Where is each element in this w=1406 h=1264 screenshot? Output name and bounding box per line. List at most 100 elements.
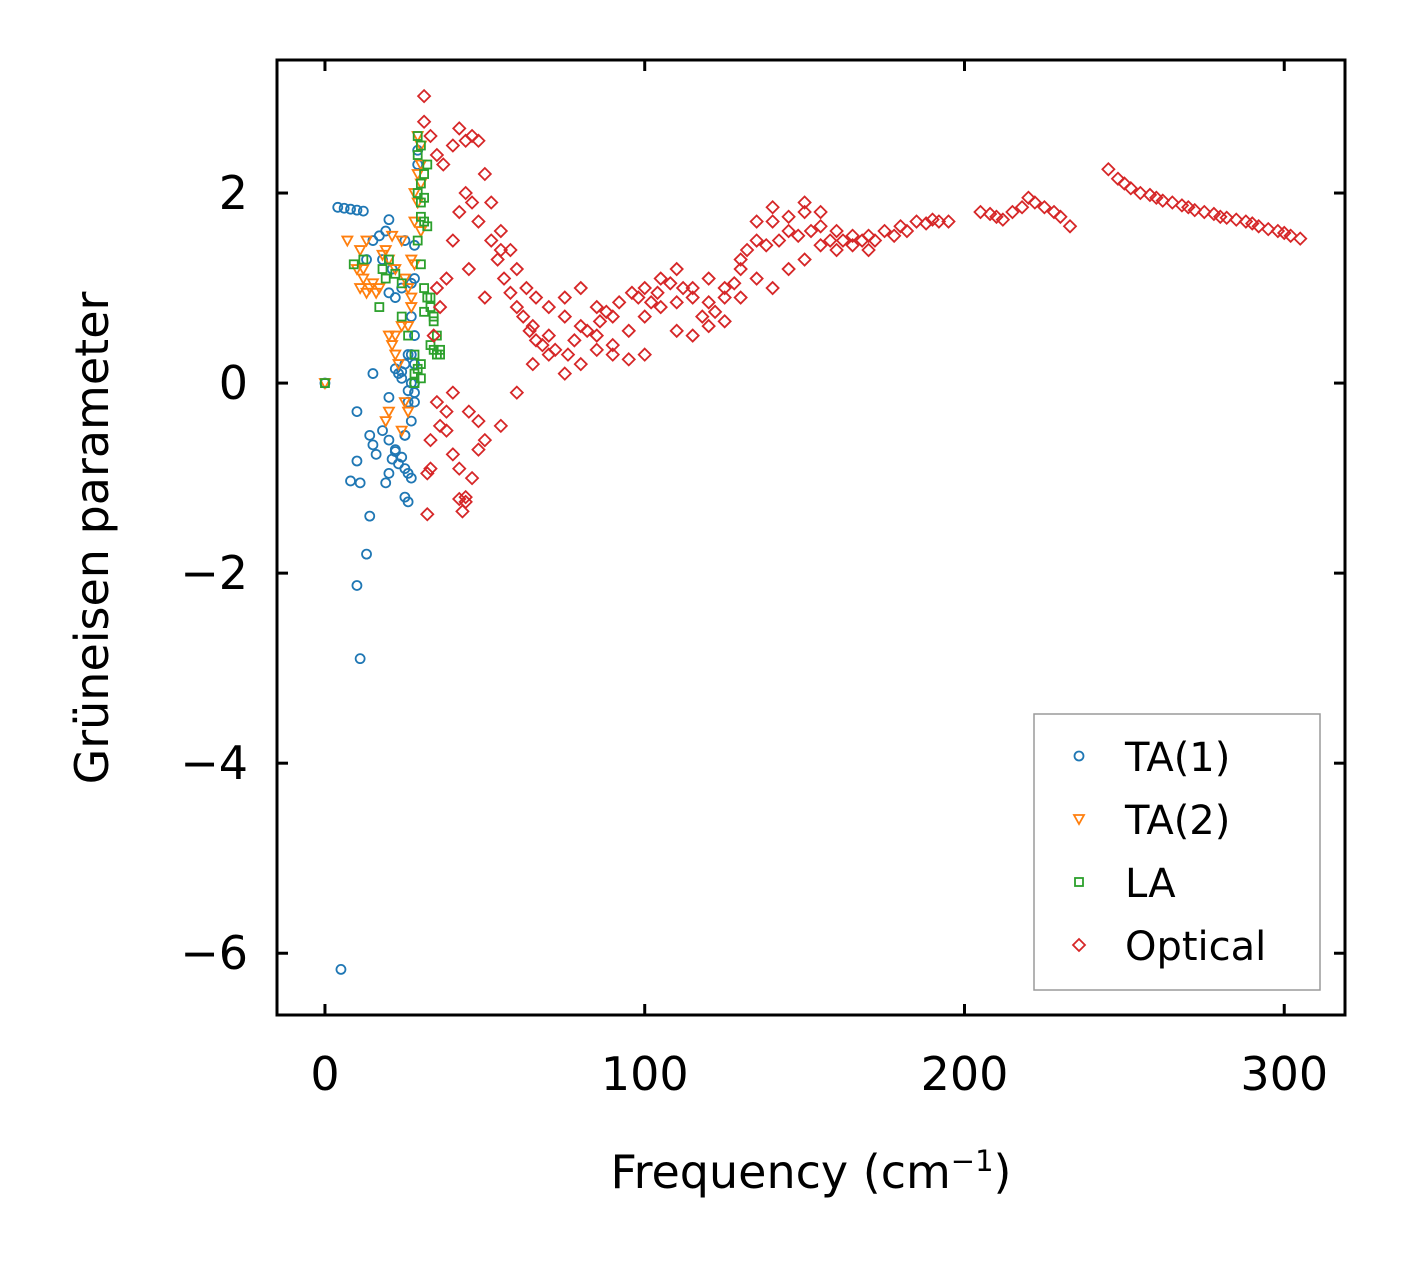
point-optical	[749, 271, 764, 286]
point-ta1	[409, 330, 420, 341]
point-ta1	[383, 214, 395, 226]
point-la	[419, 169, 429, 179]
point-optical	[541, 299, 557, 315]
point-optical	[483, 195, 499, 210]
point-optical	[653, 299, 668, 315]
point-ta2	[395, 321, 409, 333]
point-optical	[451, 204, 467, 220]
point-optical	[797, 252, 812, 267]
point-optical	[573, 280, 589, 296]
point-optical	[1133, 185, 1148, 201]
point-optical	[471, 442, 486, 457]
point-optical	[685, 280, 700, 296]
point-optical	[464, 195, 480, 210]
point-optical	[621, 323, 637, 339]
legend-label-ta2: TA(2)	[1124, 798, 1230, 844]
point-optical	[899, 223, 915, 239]
point-optical	[1251, 219, 1266, 234]
point-optical	[515, 309, 531, 324]
point-la	[422, 221, 433, 232]
point-optical	[707, 304, 723, 320]
point-optical	[829, 242, 844, 258]
point-optical	[1206, 206, 1222, 222]
point-ta2	[360, 235, 374, 248]
point-ta2	[353, 245, 367, 257]
point-optical	[918, 216, 934, 231]
point-optical	[861, 242, 876, 258]
point-optical	[423, 432, 438, 448]
point-optical	[416, 114, 432, 130]
point-optical	[1155, 193, 1171, 208]
point-ta1	[409, 396, 420, 408]
point-optical	[1238, 214, 1254, 229]
point-optical	[605, 337, 621, 353]
point-la	[377, 264, 388, 274]
point-optical	[877, 223, 892, 239]
point-la	[396, 278, 407, 289]
point-optical	[464, 470, 480, 486]
point-optical	[909, 214, 924, 229]
point-optical	[813, 204, 828, 220]
point-la	[412, 363, 423, 374]
point-optical	[1110, 171, 1126, 187]
y-tick-label: −6	[180, 926, 248, 980]
point-ta1	[351, 406, 363, 417]
point-optical	[541, 328, 557, 343]
point-optical	[423, 461, 438, 476]
point-optical	[685, 290, 700, 305]
point-ta2	[401, 283, 415, 295]
point-optical	[589, 299, 605, 315]
point-optical	[451, 461, 467, 476]
legend-label-optical: Optical	[1125, 924, 1266, 970]
point-optical	[995, 212, 1011, 227]
point-ta2	[398, 397, 412, 409]
point-optical	[1101, 162, 1116, 177]
y-tick-label: −2	[180, 546, 248, 600]
point-optical	[1027, 195, 1043, 210]
point-optical	[1219, 210, 1234, 226]
legend-marker-la	[1074, 877, 1084, 887]
y-tick-label: 0	[219, 356, 248, 410]
point-optical	[509, 299, 525, 315]
point-optical	[1270, 223, 1286, 239]
point-la	[419, 283, 429, 293]
x-tick-label: 300	[1240, 1047, 1328, 1101]
point-ta1	[354, 477, 366, 489]
point-ta2	[395, 425, 409, 438]
legend-label-la: LA	[1125, 861, 1176, 907]
point-optical	[528, 290, 544, 305]
point-optical	[733, 252, 748, 267]
point-optical	[464, 128, 480, 144]
point-optical	[573, 318, 589, 334]
point-optical	[535, 337, 550, 353]
point-optical	[781, 223, 796, 239]
point-ta1	[364, 510, 376, 522]
point-optical	[490, 252, 505, 267]
point-optical	[525, 356, 541, 372]
point-ta2	[395, 235, 409, 248]
point-optical	[1037, 200, 1052, 215]
point-optical	[557, 290, 573, 305]
point-ta1	[364, 429, 376, 441]
point-optical	[765, 214, 780, 229]
point-optical	[471, 413, 486, 429]
point-optical	[624, 285, 640, 301]
point-la	[415, 259, 426, 270]
x-tick-label: 0	[310, 1047, 339, 1101]
y-axis-label: Grüneisen parameter	[65, 291, 119, 784]
point-la	[374, 302, 385, 312]
point-optical	[663, 276, 678, 291]
point-optical	[931, 214, 947, 229]
point-ta1	[389, 292, 401, 303]
point-optical	[669, 261, 684, 277]
point-ta1	[367, 439, 379, 451]
point-la	[415, 373, 426, 384]
point-optical	[592, 314, 608, 329]
point-optical	[749, 214, 764, 229]
point-la	[412, 235, 423, 246]
point-optical	[496, 271, 512, 286]
point-optical	[420, 466, 435, 481]
data-points-layer	[318, 88, 1308, 975]
point-la	[419, 192, 429, 203]
point-optical	[637, 347, 652, 362]
